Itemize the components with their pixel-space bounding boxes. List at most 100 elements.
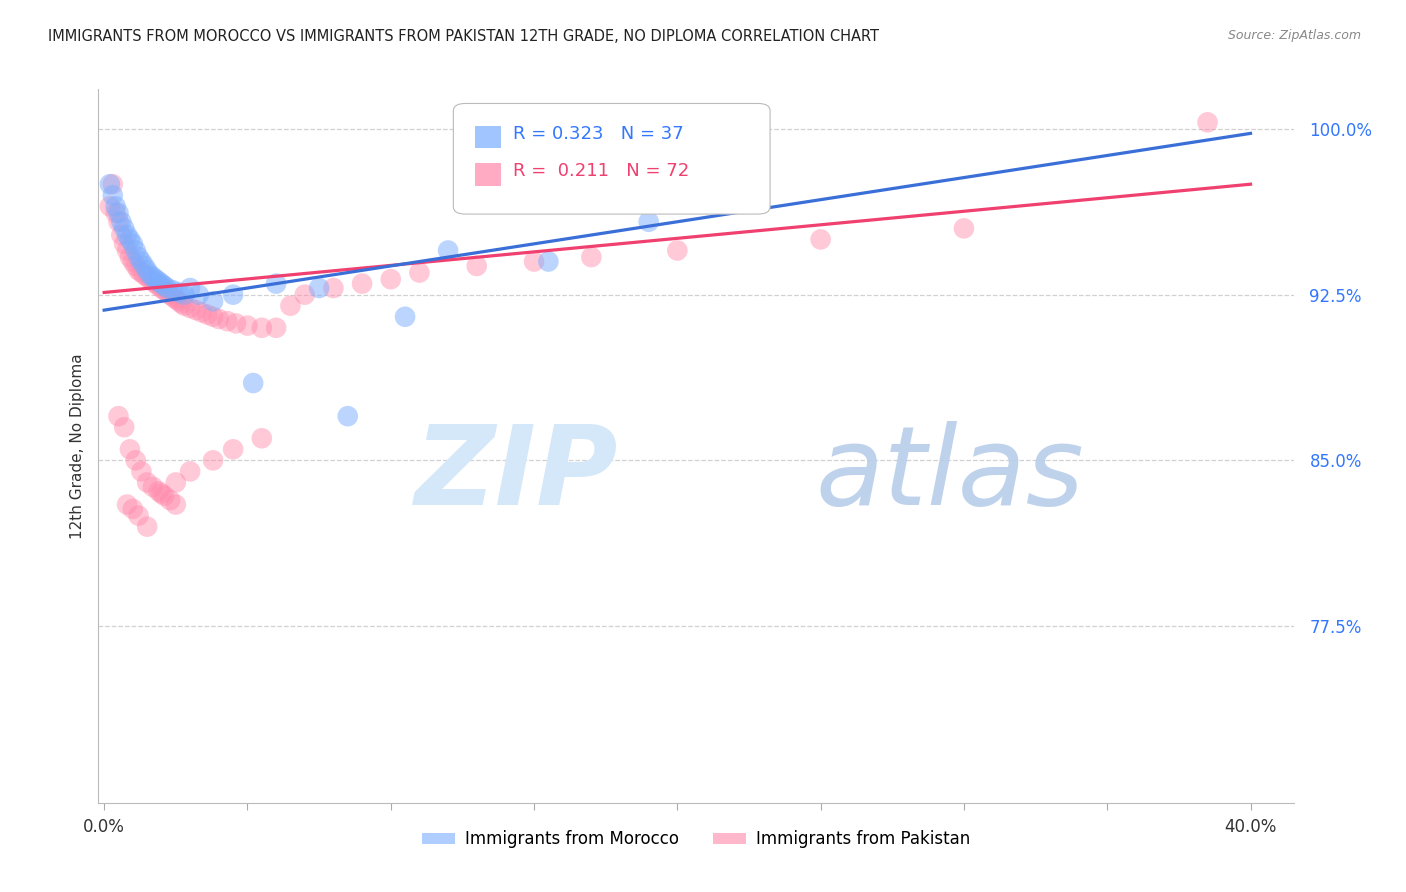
Point	[179, 464, 201, 478]
FancyBboxPatch shape	[453, 103, 770, 214]
Point	[352, 277, 374, 291]
Point	[107, 215, 129, 229]
Point	[173, 287, 195, 301]
Point	[136, 475, 159, 490]
Point	[142, 270, 165, 285]
Point	[134, 268, 156, 282]
Point	[153, 278, 176, 293]
Point	[537, 254, 560, 268]
Point	[156, 285, 179, 300]
Point	[208, 312, 231, 326]
Point	[131, 254, 153, 268]
Point	[1197, 115, 1219, 129]
Point	[121, 502, 143, 516]
Text: Source: ZipAtlas.com: Source: ZipAtlas.com	[1227, 29, 1361, 42]
Point	[167, 294, 190, 309]
Point	[110, 227, 132, 242]
Point	[118, 442, 141, 457]
Y-axis label: 12th Grade, No Diploma: 12th Grade, No Diploma	[69, 353, 84, 539]
Point	[150, 281, 173, 295]
Point	[165, 498, 187, 512]
Point	[202, 310, 225, 324]
Point	[195, 308, 218, 322]
Point	[308, 281, 330, 295]
Point	[953, 221, 976, 235]
Point	[118, 232, 141, 246]
Point	[159, 287, 181, 301]
Point	[112, 236, 135, 251]
Point	[437, 244, 460, 258]
Point	[165, 292, 187, 306]
Point	[408, 266, 430, 280]
Point	[179, 301, 201, 315]
Point	[173, 299, 195, 313]
Point	[179, 281, 201, 295]
Point	[110, 215, 132, 229]
Point	[150, 486, 173, 500]
Point	[131, 464, 153, 478]
Point	[153, 489, 176, 503]
Point	[124, 453, 146, 467]
Point	[115, 244, 138, 258]
Point	[142, 274, 165, 288]
Point	[139, 268, 162, 282]
Point	[394, 310, 416, 324]
Point	[581, 250, 603, 264]
Point	[294, 287, 316, 301]
Point	[136, 270, 159, 285]
Point	[104, 206, 127, 220]
Point	[156, 281, 179, 295]
Point	[98, 199, 121, 213]
Point	[104, 199, 127, 213]
Point	[150, 277, 173, 291]
Bar	[475, 162, 501, 186]
Point	[523, 254, 546, 268]
Point	[225, 317, 247, 331]
Point	[128, 250, 150, 264]
Point	[124, 259, 146, 273]
Point	[236, 318, 259, 333]
Point	[280, 299, 302, 313]
Point	[148, 278, 170, 293]
Point	[136, 263, 159, 277]
Point	[136, 519, 159, 533]
Point	[336, 409, 359, 424]
Point	[322, 281, 344, 295]
Point	[101, 178, 124, 192]
Text: ZIP: ZIP	[415, 421, 619, 528]
Point	[134, 259, 156, 273]
Point	[162, 290, 184, 304]
Point	[121, 254, 143, 268]
Point	[264, 320, 287, 334]
Point	[162, 283, 184, 297]
Point	[128, 508, 150, 523]
Point	[112, 420, 135, 434]
Point	[202, 453, 225, 467]
Text: atlas: atlas	[815, 421, 1084, 528]
Point	[98, 178, 121, 192]
Point	[184, 303, 207, 318]
Point	[222, 287, 245, 301]
Point	[637, 215, 659, 229]
Point	[465, 259, 488, 273]
Bar	[475, 126, 501, 148]
Point	[131, 266, 153, 280]
Point	[142, 480, 165, 494]
Point	[118, 250, 141, 264]
Text: R = 0.323   N = 37: R = 0.323 N = 37	[513, 125, 683, 143]
Text: R =  0.211   N = 72: R = 0.211 N = 72	[513, 162, 689, 180]
Point	[242, 376, 264, 390]
Point	[165, 475, 187, 490]
Point	[112, 221, 135, 235]
Point	[148, 484, 170, 499]
Point	[101, 188, 124, 202]
Point	[250, 320, 273, 334]
Point	[148, 274, 170, 288]
Point	[145, 272, 167, 286]
Point	[250, 431, 273, 445]
Text: IMMIGRANTS FROM MOROCCO VS IMMIGRANTS FROM PAKISTAN 12TH GRADE, NO DIPLOMA CORRE: IMMIGRANTS FROM MOROCCO VS IMMIGRANTS FR…	[48, 29, 879, 44]
Point	[187, 287, 209, 301]
Point	[724, 178, 747, 192]
Point	[145, 277, 167, 291]
Point	[107, 409, 129, 424]
